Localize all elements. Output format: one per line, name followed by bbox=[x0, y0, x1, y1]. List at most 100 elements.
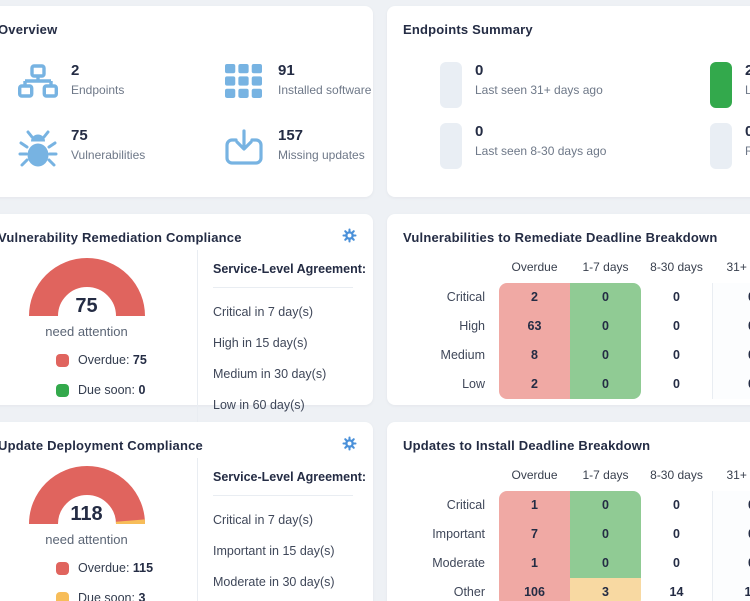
sla-panel: Service-Level Agreement: Critical in 7 d… bbox=[197, 250, 366, 422]
endpoints-stats: 0 Last seen 31+ days ago 2 Last seen wit… bbox=[440, 62, 750, 169]
table-cell: 16 bbox=[712, 578, 750, 601]
stat-last-seen-7days: 2 Last seen within 7 days bbox=[710, 62, 750, 108]
card-title: Updates to Install Deadline Breakdown bbox=[403, 438, 651, 453]
table-cell: 2 bbox=[499, 370, 570, 399]
status-bar bbox=[440, 123, 462, 169]
column-header: 1-7 days bbox=[582, 260, 629, 274]
table-cell: 0 bbox=[712, 491, 750, 520]
compliance-gauge: 118 need attention Overdue: 115 Due soon… bbox=[14, 465, 159, 601]
table-cell: 0 bbox=[570, 312, 641, 341]
column-header: 8-30 days bbox=[650, 260, 703, 274]
table-cell: 0 bbox=[712, 520, 750, 549]
table-cell: 0 bbox=[673, 498, 680, 512]
row-label: Important bbox=[432, 527, 485, 541]
vulnerabilities-deadline-table-card: Vulnerabilities to Remediate Deadline Br… bbox=[387, 214, 750, 405]
stat-installed-software: 91 Installed software bbox=[225, 62, 432, 105]
table-cell: 0 bbox=[712, 370, 750, 399]
stat-value: 0 bbox=[475, 123, 484, 140]
stat-value: 157 bbox=[278, 127, 304, 144]
table-cell: 0 bbox=[673, 377, 680, 391]
stat-label: Last seen within 7 days bbox=[745, 83, 750, 97]
stat-label: Installed software bbox=[278, 83, 372, 97]
stat-value: 0 bbox=[475, 62, 484, 79]
stat-label: Reboot required bbox=[745, 144, 750, 158]
column-header: 31+ days bbox=[726, 468, 750, 482]
stat-label: Vulnerabilities bbox=[71, 148, 146, 162]
table-cell: 7 bbox=[499, 520, 570, 549]
table-cell: 0 bbox=[673, 527, 680, 541]
stat-last-seen-8-30: 0 Last seen 8-30 days ago bbox=[440, 123, 710, 169]
stat-reboot-required: 0 Reboot required bbox=[710, 123, 750, 169]
row-label: Critical bbox=[446, 290, 485, 304]
table-cell: 0 bbox=[712, 549, 750, 578]
sla-item: High in 15 day(s) bbox=[213, 336, 308, 350]
gauge-value: 118 bbox=[70, 503, 103, 525]
table-cell: 8 bbox=[499, 341, 570, 370]
stat-value: 91 bbox=[278, 62, 295, 79]
table-cell: 0 bbox=[570, 549, 641, 578]
stat-value: 75 bbox=[71, 127, 88, 144]
sla-item: Low in 60 day(s) bbox=[213, 398, 305, 412]
table-cell: 0 bbox=[570, 341, 641, 370]
table-cell: 3 bbox=[570, 578, 641, 601]
stat-missing-updates: 157 Missing updates bbox=[225, 127, 432, 174]
card-title: Update Deployment Compliance bbox=[0, 438, 203, 453]
sla-heading: Service-Level Agreement: bbox=[213, 470, 366, 496]
sla-item: Critical in 7 day(s) bbox=[213, 305, 314, 319]
gauge-arc bbox=[28, 466, 145, 525]
deadline-table: Overdue 1-7 days 8-30 days 31+ days Crit… bbox=[403, 468, 750, 601]
vulnerability-remediation-compliance-card: Vulnerability Remediation Compliance 75 … bbox=[0, 214, 373, 422]
table-cell: 0 bbox=[570, 370, 641, 399]
table-cell: 1 bbox=[499, 549, 570, 578]
legend-overdue: Overdue: 75 bbox=[56, 353, 159, 367]
legend-due-soon: Due soon: 3 bbox=[56, 591, 159, 601]
row-label: Moderate bbox=[432, 556, 485, 570]
stat-value: 0 bbox=[745, 123, 750, 140]
status-bar bbox=[440, 62, 462, 108]
legend-due-soon: Due soon: 0 bbox=[56, 383, 159, 397]
gauge-arc bbox=[28, 258, 145, 317]
card-title: Endpoints Summary bbox=[403, 22, 533, 37]
sla-item: Critical in 7 day(s) bbox=[213, 513, 314, 527]
gauge-legend: Overdue: 115 Due soon: 3 bbox=[14, 561, 159, 601]
legend-overdue: Overdue: 115 bbox=[56, 561, 159, 575]
row-label: Medium bbox=[440, 348, 485, 362]
gauge-caption: need attention bbox=[45, 532, 128, 547]
status-bar bbox=[710, 62, 732, 108]
row-label: Other bbox=[453, 585, 485, 599]
table-cell: 0 bbox=[673, 290, 680, 304]
table-cell: 0 bbox=[570, 283, 641, 312]
table-cell: 0 bbox=[712, 341, 750, 370]
stat-label: Last seen 8-30 days ago bbox=[475, 144, 607, 158]
page-title: Overview bbox=[0, 22, 58, 37]
sla-item: Moderate in 30 day(s) bbox=[213, 575, 335, 589]
sla-heading: Service-Level Agreement: bbox=[213, 262, 366, 288]
table-cell: 14 bbox=[669, 585, 684, 599]
table-cell: 2 bbox=[499, 283, 570, 312]
updates-deadline-table-card: Updates to Install Deadline Breakdown Ov… bbox=[387, 422, 750, 601]
table-cell: 0 bbox=[673, 319, 680, 333]
stat-label: Missing updates bbox=[278, 148, 365, 162]
missing-updates-icon bbox=[225, 129, 265, 170]
card-title: Vulnerability Remediation Compliance bbox=[0, 230, 242, 245]
sla-item: Important in 15 day(s) bbox=[213, 544, 335, 558]
sla-item: Medium in 30 day(s) bbox=[213, 367, 327, 381]
endpoints-icon bbox=[18, 64, 58, 105]
table-cell: 0 bbox=[712, 283, 750, 312]
column-header: Overdue bbox=[511, 468, 558, 482]
gauge-legend: Overdue: 75 Due soon: 0 bbox=[14, 353, 159, 397]
endpoints-summary-card: Endpoints Summary 0 Last seen 31+ days a… bbox=[387, 6, 750, 197]
row-label: High bbox=[459, 319, 485, 333]
stat-endpoints: 2 Endpoints bbox=[18, 62, 225, 105]
overdue-color-chip bbox=[56, 353, 69, 367]
settings-gear-icon[interactable] bbox=[342, 228, 357, 243]
table-cell: 0 bbox=[712, 312, 750, 341]
vulnerabilities-icon bbox=[18, 129, 58, 174]
update-deployment-compliance-card: Update Deployment Compliance 118 need at… bbox=[0, 422, 373, 601]
table-cell: 0 bbox=[673, 556, 680, 570]
column-header: 8-30 days bbox=[650, 468, 703, 482]
settings-gear-icon[interactable] bbox=[342, 436, 357, 451]
table-cell: 63 bbox=[499, 312, 570, 341]
installed-software-icon bbox=[225, 64, 265, 103]
overdue-color-chip bbox=[56, 561, 69, 575]
